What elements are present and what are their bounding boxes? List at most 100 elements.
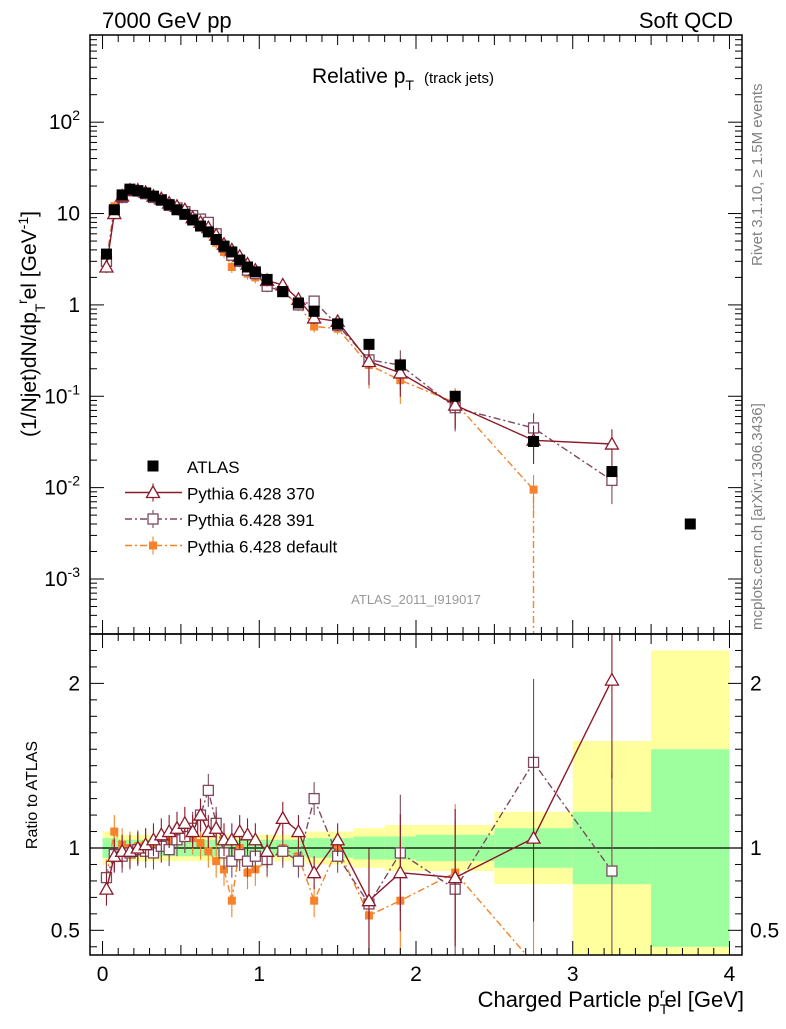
main-panel: 10-3 10-2 10-1 1 10 102 Relative pT (track jet… bbox=[14, 34, 743, 635]
ratio-point-pdef bbox=[310, 896, 319, 905]
ratio-point-p370 bbox=[447, 869, 463, 884]
ratio-point-p391 bbox=[277, 845, 289, 857]
legend-marker-p391 bbox=[147, 513, 159, 525]
data-point-atlas bbox=[132, 185, 144, 197]
ratio-point-p370 bbox=[224, 831, 240, 846]
series-line-pdef bbox=[105, 188, 535, 634]
x-tick-label: 2 bbox=[410, 963, 422, 986]
data-point-p370 bbox=[392, 365, 408, 379]
y-tick-label: 10-1 bbox=[44, 381, 80, 408]
data-point-atlas bbox=[332, 318, 344, 330]
data-point-atlas bbox=[210, 233, 222, 245]
x-tick-label: 0 bbox=[97, 963, 109, 986]
header-left: 7000 GeV pp bbox=[102, 8, 232, 33]
data-point-atlas bbox=[194, 220, 206, 232]
ratio-y-tick-label: 0.5 bbox=[51, 919, 80, 942]
data-point-atlas bbox=[140, 187, 152, 199]
ratio-point-p370 bbox=[290, 823, 307, 838]
x-tick-label: 3 bbox=[567, 963, 579, 986]
ratio-point-p370 bbox=[392, 864, 408, 879]
data-point-atlas bbox=[155, 194, 167, 206]
data-point-pdef bbox=[227, 262, 236, 271]
ratio-panel: 0 1 2 3 4 0.5 0.5 1 1 2 2 Ratio to ATLAS Charged P… bbox=[24, 633, 779, 1017]
data-point-atlas bbox=[226, 246, 238, 258]
legend-label-p370: Pythia 6.428 370 bbox=[187, 485, 315, 504]
main-ylabel: (1/Njet)dN/dpTrel [GeV-1] bbox=[14, 211, 48, 437]
ratio-point-p391 bbox=[606, 865, 618, 877]
ratio-point-pdef bbox=[204, 847, 213, 856]
data-point-atlas bbox=[394, 359, 406, 371]
data-point-p370 bbox=[604, 436, 620, 450]
legend-label-pdef: Pythia 6.428 default bbox=[187, 538, 338, 557]
legend-marker-p370 bbox=[145, 484, 161, 499]
ratio-point-p370 bbox=[192, 807, 209, 821]
data-point-atlas bbox=[100, 248, 112, 260]
data-point-pdef bbox=[310, 322, 319, 331]
header-right: Soft QCD bbox=[639, 8, 733, 33]
y-tick-label: 1 bbox=[68, 294, 80, 317]
data-point-atlas bbox=[108, 204, 120, 216]
ratio-point-pdef bbox=[110, 827, 119, 836]
ratio-point-p370 bbox=[247, 831, 263, 846]
data-point-atlas bbox=[684, 518, 696, 530]
ratio-point-p370 bbox=[525, 830, 542, 844]
ratio-point-pdef bbox=[196, 839, 205, 848]
ratio-point-p370 bbox=[259, 843, 275, 857]
legend-label-p391: Pythia 6.428 391 bbox=[187, 511, 315, 530]
main-title: Relative pT (track jets) bbox=[312, 65, 494, 93]
ratio-point-p370 bbox=[98, 881, 115, 895]
data-point-atlas bbox=[449, 390, 461, 402]
x-tick-label: 1 bbox=[253, 963, 265, 986]
data-point-atlas bbox=[218, 240, 230, 252]
data-point-atlas bbox=[124, 183, 136, 195]
data-point-pdef bbox=[529, 485, 538, 494]
data-point-p370 bbox=[98, 259, 115, 273]
data-point-atlas bbox=[187, 214, 199, 226]
ratio-y-tick-label-right: 0.5 bbox=[750, 919, 779, 942]
y-tick-label: 10-3 bbox=[44, 564, 80, 591]
ratio-point-p370 bbox=[177, 815, 193, 829]
data-point-atlas bbox=[202, 226, 214, 238]
data-point-atlas bbox=[234, 254, 246, 266]
legend: ATLAS Pythia 6.428 370 Pythia 6.428 391 Pyt… bbox=[125, 458, 338, 557]
data-point-atlas bbox=[528, 435, 540, 447]
data-point-atlas bbox=[249, 266, 261, 278]
data-point-atlas bbox=[606, 466, 618, 478]
legend-label-atlas: ATLAS bbox=[187, 458, 240, 477]
y-tick-label: 10-2 bbox=[44, 473, 80, 500]
rivet-label: Rivet 3.1.10, ≥ 1.5M events bbox=[749, 84, 766, 267]
ratio-point-pdef bbox=[530, 959, 538, 967]
data-point-atlas bbox=[261, 273, 273, 285]
data-point-p391 bbox=[308, 295, 320, 307]
y-tick-label: 102 bbox=[49, 107, 80, 134]
ratio-ylabel: Ratio to ATLAS bbox=[24, 741, 41, 849]
data-point-p370 bbox=[447, 397, 463, 411]
y-tick-label: 10 bbox=[57, 203, 80, 226]
legend-marker-atlas bbox=[147, 460, 159, 472]
ratio-point-p370 bbox=[185, 823, 201, 838]
ratio-point-p391 bbox=[234, 848, 246, 861]
data-point-atlas bbox=[179, 208, 191, 220]
data-point-atlas bbox=[163, 199, 175, 211]
data-point-atlas bbox=[147, 190, 159, 202]
data-point-atlas bbox=[116, 189, 128, 201]
data-point-p370 bbox=[361, 353, 377, 368]
ratio-point-p370 bbox=[275, 810, 291, 825]
ratio-y-tick-label-right: 1 bbox=[750, 837, 762, 860]
legend-marker-pdef bbox=[149, 541, 157, 550]
ratio-y-tick-label-right: 2 bbox=[750, 672, 762, 695]
ratio-point-p391 bbox=[308, 792, 320, 805]
ratio-point-p370 bbox=[208, 820, 224, 834]
ratio-point-p391 bbox=[292, 855, 305, 867]
x-axis-label: Charged Particle pTrel [GeV] bbox=[478, 985, 744, 1017]
data-point-atlas bbox=[363, 338, 375, 350]
ratio-y-tick-label: 1 bbox=[68, 837, 80, 860]
ratio-point-p370 bbox=[604, 672, 620, 686]
series-line-p370 bbox=[105, 189, 612, 445]
ratio-y-tick-label: 2 bbox=[68, 672, 80, 695]
data-point-atlas bbox=[292, 297, 304, 309]
x-tick-label: 4 bbox=[724, 963, 736, 986]
ratio-point-p370 bbox=[361, 892, 377, 907]
ratio-point-p370 bbox=[232, 823, 248, 838]
